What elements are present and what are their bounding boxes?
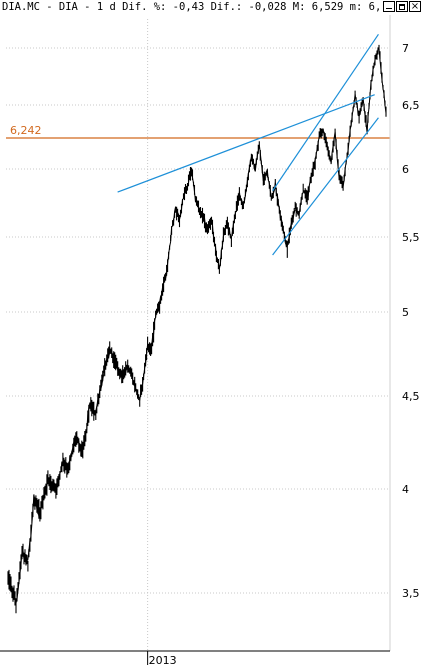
trendlines-group xyxy=(117,33,379,256)
window-title: DIA.MC - DIA - 1 d Dif. %: -0,43 Dif.: -… xyxy=(2,1,380,13)
y-tick-label: 5,5 xyxy=(402,231,420,244)
price-chart[interactable]: 6,242 7 6,5 6 5,5 5 4,5 4 3,5 2013 xyxy=(0,15,422,665)
price-line xyxy=(7,47,387,604)
trendline xyxy=(272,117,379,256)
x-axis: 2013 xyxy=(0,650,390,665)
trendline xyxy=(272,33,379,192)
x-tick-label: 2013 xyxy=(149,654,177,665)
y-tick-label: 4 xyxy=(402,483,409,496)
y-tick-label: 6,5 xyxy=(402,99,420,112)
close-button[interactable]: × xyxy=(409,1,421,12)
price-series-group xyxy=(7,44,387,614)
y-tick-label: 3,5 xyxy=(402,587,420,600)
grid xyxy=(6,19,390,651)
y-tick-label: 4,5 xyxy=(402,390,420,403)
level-label: 6,242 xyxy=(10,124,42,137)
trendline xyxy=(117,94,375,193)
y-axis: 7 6,5 6 5,5 5 4,5 4 3,5 xyxy=(389,15,420,651)
minimize-button[interactable] xyxy=(383,1,395,12)
y-tick-label: 6 xyxy=(402,163,409,176)
y-tick-label: 5 xyxy=(402,306,409,319)
y-tick-label: 7 xyxy=(402,42,409,55)
title-bar[interactable]: DIA.MC - DIA - 1 d Dif. %: -0,43 Dif.: -… xyxy=(0,0,422,16)
maximize-button[interactable] xyxy=(396,1,408,12)
close-icon: × xyxy=(410,1,420,12)
